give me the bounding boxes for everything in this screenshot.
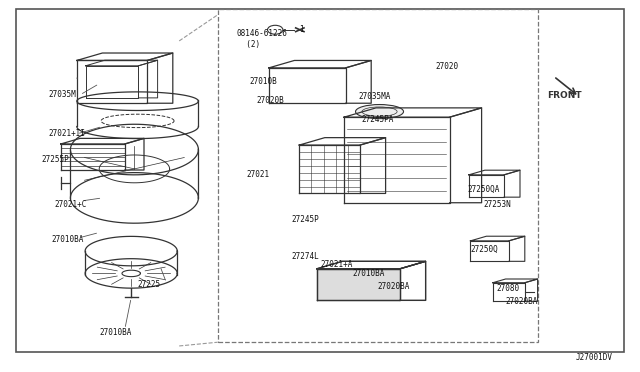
Bar bbox=[218, 9, 538, 342]
Text: 27245P: 27245P bbox=[291, 215, 319, 224]
Text: 27021+II: 27021+II bbox=[48, 129, 85, 138]
Text: 27020BA: 27020BA bbox=[506, 297, 538, 306]
Text: 27020BA: 27020BA bbox=[378, 282, 410, 291]
Text: FRONT: FRONT bbox=[547, 91, 582, 100]
Text: 27035M: 27035M bbox=[48, 90, 76, 99]
Text: 27020: 27020 bbox=[435, 62, 458, 71]
Text: 27080: 27080 bbox=[496, 284, 519, 293]
Text: 27250QA: 27250QA bbox=[467, 185, 500, 194]
Text: 27010BA: 27010BA bbox=[99, 328, 132, 337]
Text: 08146-61226
  (2): 08146-61226 (2) bbox=[237, 29, 287, 49]
Text: 27021: 27021 bbox=[246, 170, 269, 179]
Text: 27020B: 27020B bbox=[256, 96, 284, 105]
Text: 27250Q: 27250Q bbox=[470, 245, 498, 254]
Text: 27274L: 27274L bbox=[291, 252, 319, 261]
Text: 1: 1 bbox=[300, 25, 304, 34]
Text: 27253N: 27253N bbox=[483, 200, 511, 209]
Text: 27225: 27225 bbox=[138, 280, 161, 289]
Text: 27021+C: 27021+C bbox=[54, 200, 87, 209]
Text: 27010BA: 27010BA bbox=[51, 235, 84, 244]
Text: 27010B: 27010B bbox=[250, 77, 277, 86]
Text: 27021+A: 27021+A bbox=[320, 260, 353, 269]
Text: 27255P: 27255P bbox=[42, 155, 69, 164]
Text: J27001DV: J27001DV bbox=[576, 353, 613, 362]
Polygon shape bbox=[317, 269, 400, 301]
Ellipse shape bbox=[356, 105, 404, 119]
Text: 27035MA: 27035MA bbox=[358, 92, 391, 101]
Text: 27245PA: 27245PA bbox=[362, 115, 394, 124]
Text: 27010BA: 27010BA bbox=[352, 269, 385, 278]
